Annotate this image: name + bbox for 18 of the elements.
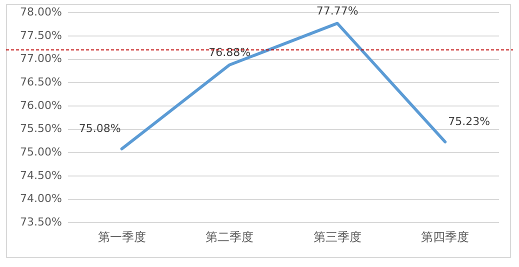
y-tick-label: 75.00%: [20, 145, 62, 158]
y-tick-label: 77.50%: [20, 28, 62, 42]
x-tick-label: 第二季度: [206, 230, 254, 244]
y-tick-label: 77.00%: [20, 52, 62, 66]
y-tick-label: 75.50%: [20, 122, 62, 136]
data-label: 75.08%: [78, 122, 121, 136]
data-label: 76.88%: [208, 46, 251, 60]
y-tick-label: 76.00%: [20, 98, 62, 112]
x-tick-label: 第四季度: [421, 230, 470, 244]
y-tick-label: 74.50%: [20, 168, 62, 182]
data-label: 75.23%: [448, 115, 490, 128]
y-tick-label: 78.00%: [20, 5, 62, 18]
x-tick-label: 第三季度: [313, 230, 362, 244]
y-tick-label: 76.50%: [20, 75, 62, 88]
data-label: 77.77%: [316, 4, 358, 18]
y-tick-label: 73.50%: [20, 215, 62, 228]
y-tick-label: 74.00%: [20, 192, 62, 206]
x-tick-label: 第一季度: [98, 230, 146, 244]
